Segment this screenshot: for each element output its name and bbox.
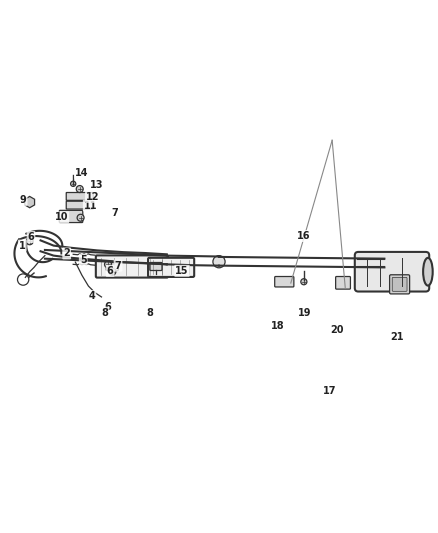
Text: 1: 1 <box>19 240 26 251</box>
FancyBboxPatch shape <box>106 262 118 271</box>
Text: 21: 21 <box>390 332 403 342</box>
Circle shape <box>76 185 83 192</box>
Text: 9: 9 <box>20 195 27 205</box>
Circle shape <box>214 256 224 266</box>
Text: 12: 12 <box>86 192 99 202</box>
Text: 5: 5 <box>80 255 87 265</box>
FancyBboxPatch shape <box>390 275 410 294</box>
Text: 6: 6 <box>105 302 111 312</box>
Circle shape <box>26 238 33 245</box>
FancyBboxPatch shape <box>148 258 194 277</box>
FancyBboxPatch shape <box>275 277 294 287</box>
FancyBboxPatch shape <box>96 255 168 278</box>
Text: 20: 20 <box>331 326 344 335</box>
Text: 2: 2 <box>64 248 70 259</box>
FancyBboxPatch shape <box>336 277 350 289</box>
FancyBboxPatch shape <box>59 211 83 223</box>
Circle shape <box>109 268 116 275</box>
Text: 13: 13 <box>90 180 104 190</box>
Text: 14: 14 <box>75 168 88 178</box>
Text: 19: 19 <box>298 308 312 318</box>
Text: 15: 15 <box>175 266 189 276</box>
Text: 8: 8 <box>146 308 153 318</box>
FancyBboxPatch shape <box>392 277 407 292</box>
Text: 17: 17 <box>323 386 337 397</box>
Text: 4: 4 <box>88 291 95 301</box>
Text: 6: 6 <box>28 232 34 242</box>
Text: 10: 10 <box>55 212 68 222</box>
FancyBboxPatch shape <box>355 252 429 292</box>
FancyBboxPatch shape <box>150 262 162 271</box>
FancyBboxPatch shape <box>66 192 93 200</box>
Circle shape <box>105 261 112 268</box>
Text: 7: 7 <box>115 261 121 271</box>
Text: 6: 6 <box>107 266 113 276</box>
Ellipse shape <box>423 258 433 286</box>
Text: 8: 8 <box>102 308 109 318</box>
Text: 16: 16 <box>297 231 311 241</box>
Text: 7: 7 <box>111 207 118 217</box>
Circle shape <box>77 214 84 221</box>
Text: 18: 18 <box>271 321 285 331</box>
Circle shape <box>213 256 225 268</box>
FancyBboxPatch shape <box>66 201 93 209</box>
Text: 11: 11 <box>84 200 97 211</box>
Circle shape <box>71 181 76 187</box>
Circle shape <box>301 279 307 285</box>
